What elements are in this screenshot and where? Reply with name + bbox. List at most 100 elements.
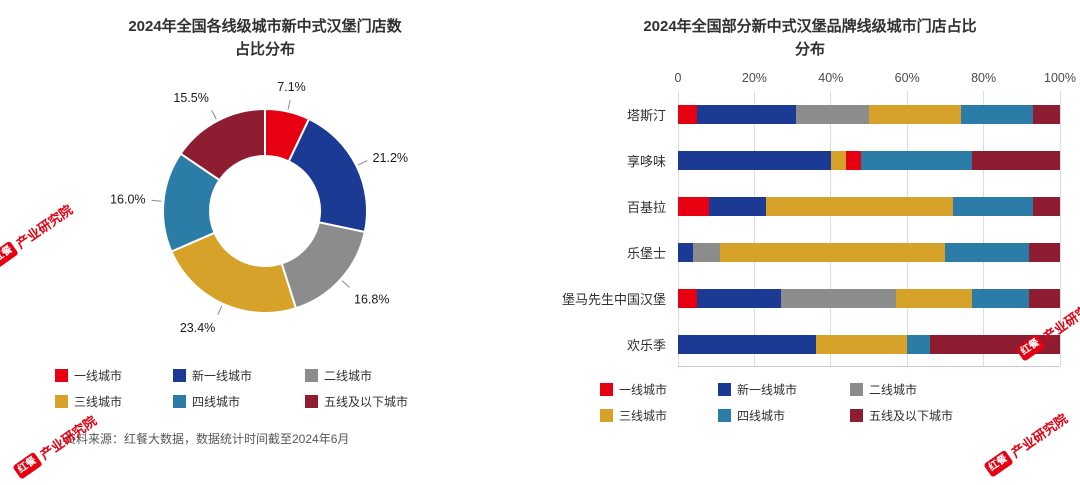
legend-swatch-icon: [718, 383, 731, 396]
bar-segment: [693, 242, 720, 262]
donut-leader-line: [341, 280, 350, 288]
bar-segment: [678, 288, 698, 308]
bar-segment: [678, 196, 709, 216]
bar-segment: [953, 196, 1034, 216]
bar-segment: [765, 196, 954, 216]
bar-segment: [830, 150, 847, 170]
legend-item: 四线城市: [173, 393, 305, 410]
legend-swatch-icon: [600, 383, 613, 396]
bar-segment: [960, 104, 1034, 124]
donut-slice-1: [287, 117, 368, 234]
hongcan-logo-icon: 红餐: [12, 451, 43, 480]
legend-swatch-icon: [173, 369, 186, 382]
donut-chart-title: 2024年全国各线级城市新中式汉堡门店数 占比分布: [30, 16, 500, 61]
bar-category-label: 百基拉: [626, 199, 666, 215]
axis-tick-label: 20%: [741, 71, 767, 85]
legend-swatch-icon: [173, 395, 186, 408]
axis-tick-label: 100%: [1044, 71, 1076, 85]
legend-swatch-icon: [850, 383, 863, 396]
legend-label: 四线城市: [737, 409, 786, 423]
bar-segment: [720, 242, 946, 262]
donut-title-line2: 占比分布: [234, 40, 295, 58]
legend-item: 五线及以下城市: [305, 393, 475, 410]
bar-row: 塔斯汀: [560, 91, 1060, 137]
legend-label: 四线城市: [192, 395, 241, 409]
bar-chart: 0 20% 40% 60% 80% 100% 塔斯汀享哆味百基拉乐堡士 堡马先生中国汉堡欢乐…: [560, 71, 1076, 367]
legend-label: 三线城市: [619, 409, 668, 423]
axis-tick-label: 60%: [894, 71, 920, 85]
legend-item: 三线城市: [600, 407, 718, 424]
gridline: [906, 91, 908, 366]
legend-label: 一线城市: [619, 383, 668, 397]
donut-value-label: 16.0%: [110, 193, 145, 207]
gridline: [1059, 91, 1061, 366]
legend-swatch-icon: [305, 369, 318, 382]
bar-row: 乐堡士: [560, 229, 1060, 275]
legend-label: 二线城市: [869, 383, 918, 397]
bar-segment: [846, 150, 862, 170]
source-note: 资料来源：红餐大数据，数据统计时间截至2024年6月: [64, 432, 350, 446]
bar-track: [678, 196, 1060, 216]
bar-category-label: 享哆味: [626, 153, 666, 169]
legend-swatch-icon: [55, 369, 68, 382]
gridline: [677, 91, 679, 366]
axis-tick-label: 0: [674, 71, 682, 85]
legend-item: 三线城市: [55, 393, 173, 410]
donut-leader-line: [151, 199, 162, 202]
bar-track: [678, 288, 1060, 308]
bar-x-axis: 0 20% 40% 60% 80% 100%: [674, 71, 1076, 91]
legend-item: 五线及以下城市: [850, 407, 1020, 424]
donut-leader-line: [211, 110, 217, 120]
donut-chart: 7.1% 21.2% 16.8% 23.4% 16.0% 15.5%: [110, 80, 408, 335]
bar-segment: [1033, 104, 1060, 124]
bar-row: 百基拉: [560, 183, 1060, 229]
legend-label: 五线及以下城市: [324, 395, 409, 409]
donut-value-label: 21.2%: [373, 151, 408, 165]
bar-legend: 一线城市 新一线城市 二线城市三线城市 四线城市 五线及以下城市: [560, 381, 1060, 424]
donut-value-label: 16.8%: [354, 292, 389, 306]
bar-row: 欢乐季: [560, 321, 1060, 367]
bar-row: 享哆味: [560, 137, 1060, 183]
bar-segment: [868, 104, 961, 124]
donut-leader-line: [287, 99, 291, 110]
bar-segment: [861, 150, 973, 170]
bar-segment: [678, 104, 698, 124]
bar-segment: [895, 288, 973, 308]
bar-category-label: 欢乐季: [626, 337, 666, 353]
gridline: [753, 91, 755, 366]
bar-title-line2: 分布: [794, 40, 825, 58]
donut-legend: 一线城市 新一线城市 二线城市 三线城市 四线城市 五线及以下城市: [30, 367, 500, 410]
legend-swatch-icon: [55, 395, 68, 408]
axis-tick-label: 80%: [971, 71, 997, 85]
bar-track: [678, 104, 1060, 124]
bar-chart-title: 2024年全国部分新中式汉堡品牌线级城市门店占比 分布: [560, 16, 1060, 61]
bar-segment: [815, 334, 908, 354]
legend-swatch-icon: [305, 395, 318, 408]
legend-item: 新一线城市: [718, 381, 850, 398]
donut-leader-line: [217, 305, 223, 315]
bar-track: [678, 334, 1060, 354]
bar-segment: [972, 150, 1060, 170]
bar-row: 堡马先生中国汉堡: [560, 275, 1060, 321]
legend-label: 三线城市: [74, 395, 123, 409]
legend-item: 四线城市: [718, 407, 850, 424]
bar-chart-panel: 2024年全国部分新中式汉堡品牌线级城市门店占比 分布 0 20% 40% 60% 80…: [560, 10, 1076, 424]
legend-label: 新一线城市: [737, 383, 798, 397]
legend-item: 二线城市: [850, 381, 1020, 398]
gridline: [830, 91, 832, 366]
bar-plot-area: 塔斯汀享哆味百基拉乐堡士 堡马先生中国汉堡欢乐季: [560, 91, 1061, 367]
donut-value-label: 7.1%: [277, 80, 306, 94]
bar-category-label: 塔斯汀: [626, 107, 666, 123]
donut-title-line1: 2024年全国各线级城市新中式汉堡门店数: [128, 18, 402, 35]
donut-chart-panel: 2024年全国各线级城市新中式汉堡门店数 占比分布 7.1% 21.2% 16.8%…: [30, 10, 500, 447]
bar-segment: [697, 288, 782, 308]
bar-segment: [1033, 196, 1060, 216]
hongcan-logo-icon: 红餐: [0, 240, 19, 269]
bar-segment: [972, 288, 1030, 308]
legend-label: 一线城市: [74, 369, 123, 383]
donut-slice-3: [170, 231, 298, 314]
legend-item: 一线城市: [600, 381, 718, 398]
bar-segment: [907, 334, 931, 354]
axis-tick-label: 40%: [818, 71, 844, 85]
legend-label: 新一线城市: [192, 369, 253, 383]
